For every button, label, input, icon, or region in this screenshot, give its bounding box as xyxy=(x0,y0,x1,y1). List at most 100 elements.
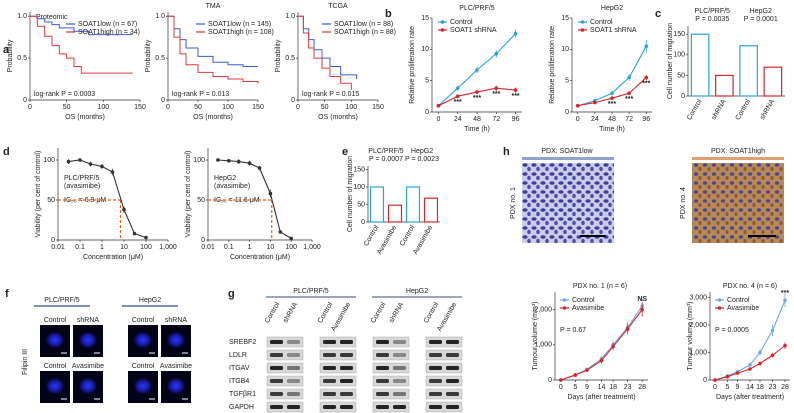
data-point xyxy=(627,91,631,95)
blot-band xyxy=(270,405,283,409)
blot-strip xyxy=(319,375,357,387)
x-tick-label: 0.1 xyxy=(75,244,85,251)
legend-label: Control xyxy=(572,297,595,304)
x-tick-label: 0 xyxy=(713,384,717,391)
blot-strip xyxy=(319,349,357,361)
data-point xyxy=(644,75,649,80)
blot-band xyxy=(287,379,300,383)
y-axis-label: Cell number of migration xyxy=(347,156,354,232)
y-tick-label: 0 xyxy=(201,237,205,244)
protein-label: SREBF2 xyxy=(229,339,256,346)
y-axis-label: Relative proliferation rate xyxy=(409,26,416,104)
blot-strip xyxy=(425,349,463,361)
image-title: PDX: SOAT1low xyxy=(541,148,593,155)
group-bar xyxy=(372,296,462,298)
blot-strip xyxy=(319,362,357,374)
data-point xyxy=(236,159,241,164)
chart-title: HepG2 xyxy=(214,175,236,182)
y-tick-label: 100 xyxy=(193,157,205,164)
data-point xyxy=(494,51,499,56)
y-tick-label: 15 xyxy=(561,15,569,22)
data-point xyxy=(611,344,615,349)
significance: *** xyxy=(781,290,789,297)
x-tick-label: Control xyxy=(363,224,381,247)
chart-title: PDX no. 4 (n = 6) xyxy=(723,283,777,290)
x-tick-label: shRNA xyxy=(711,98,728,121)
data-point xyxy=(475,90,479,94)
x-tick-label: 23 xyxy=(624,384,632,391)
y-tick-label: 5 xyxy=(425,78,429,85)
y-axis-label: Probability xyxy=(275,39,282,72)
y-tick-label: 0 xyxy=(51,237,55,244)
data-point xyxy=(783,298,787,303)
x-tick-label: 72 xyxy=(492,116,500,123)
chart-title: PDX no. 1 (n = 6) xyxy=(573,283,627,290)
blot-band xyxy=(323,366,336,370)
x-tick-label: 9 xyxy=(736,384,740,391)
y-tick-label: 1.0 xyxy=(285,13,295,20)
x-tick-label: 0 xyxy=(296,104,300,111)
y-tick-label: 0 xyxy=(161,97,165,104)
y-tick-label: 0 xyxy=(565,109,569,116)
blot-strip xyxy=(266,349,304,361)
data-point xyxy=(770,353,775,358)
group-label: PLC/PRF/5 xyxy=(368,148,404,155)
blot-band xyxy=(323,392,336,396)
blot-band xyxy=(446,379,459,383)
blot-strip xyxy=(266,336,304,348)
blot-band xyxy=(376,392,389,396)
bar xyxy=(763,66,783,97)
x-tick-label: Control xyxy=(735,98,753,121)
data-point xyxy=(144,235,148,240)
blot-band xyxy=(429,405,442,409)
y-axis-label: Tumour volume (mm³) xyxy=(532,302,539,371)
blot-band xyxy=(287,405,300,409)
data-point xyxy=(66,159,71,164)
data-point xyxy=(748,363,752,367)
data-point xyxy=(627,75,631,80)
data-point xyxy=(475,68,479,72)
blot-strip xyxy=(372,401,410,413)
legend-swatch xyxy=(440,20,445,24)
series-line xyxy=(298,15,358,80)
blot-band xyxy=(429,379,442,383)
blot-band xyxy=(270,392,283,396)
y-tick-label: 0 xyxy=(703,377,707,384)
y-tick-label: 0 xyxy=(23,97,27,104)
title-bar xyxy=(522,157,614,160)
blot-band xyxy=(376,353,389,357)
title-bar xyxy=(692,157,784,160)
data-point xyxy=(610,96,614,101)
panel-label: c xyxy=(655,8,661,20)
legend-label: Avasimibe xyxy=(727,305,759,312)
y-axis-label: Tumour volume (mm³) xyxy=(687,302,694,371)
y-tick-label: 1.0 xyxy=(155,13,165,20)
x-tick-label: 24 xyxy=(454,116,462,123)
blot-band xyxy=(446,340,459,344)
y-tick-label: 5 xyxy=(565,78,569,85)
blot-band xyxy=(323,405,336,409)
blot-strip xyxy=(425,362,463,374)
data-point xyxy=(575,103,580,108)
significance: *** xyxy=(473,95,481,102)
blot-strip xyxy=(319,401,357,413)
blot-strip xyxy=(266,375,304,387)
series-line xyxy=(68,159,147,239)
legend-label: SOAT1low (n = 67) xyxy=(78,21,137,28)
blot-band xyxy=(323,340,336,344)
blot-strip xyxy=(319,388,357,400)
data-point xyxy=(585,368,589,372)
blot-strip xyxy=(425,388,463,400)
blot-band xyxy=(393,405,406,409)
x-tick-label: 1,000 xyxy=(159,244,177,251)
y-tick-label: 50 xyxy=(357,201,365,208)
blot-band xyxy=(340,392,353,396)
annotation: log-rank P = 0.0003 xyxy=(34,91,95,98)
blot-band xyxy=(393,340,406,344)
group-annotation: P = 0.0001 xyxy=(744,16,778,23)
series-line xyxy=(168,15,259,84)
panel-label: h xyxy=(503,146,510,158)
legend-label: SOAT1 shRNA xyxy=(590,27,637,34)
legend-label: Control xyxy=(450,19,473,26)
legend-label: SOAT1high (n = 108) xyxy=(208,29,274,36)
